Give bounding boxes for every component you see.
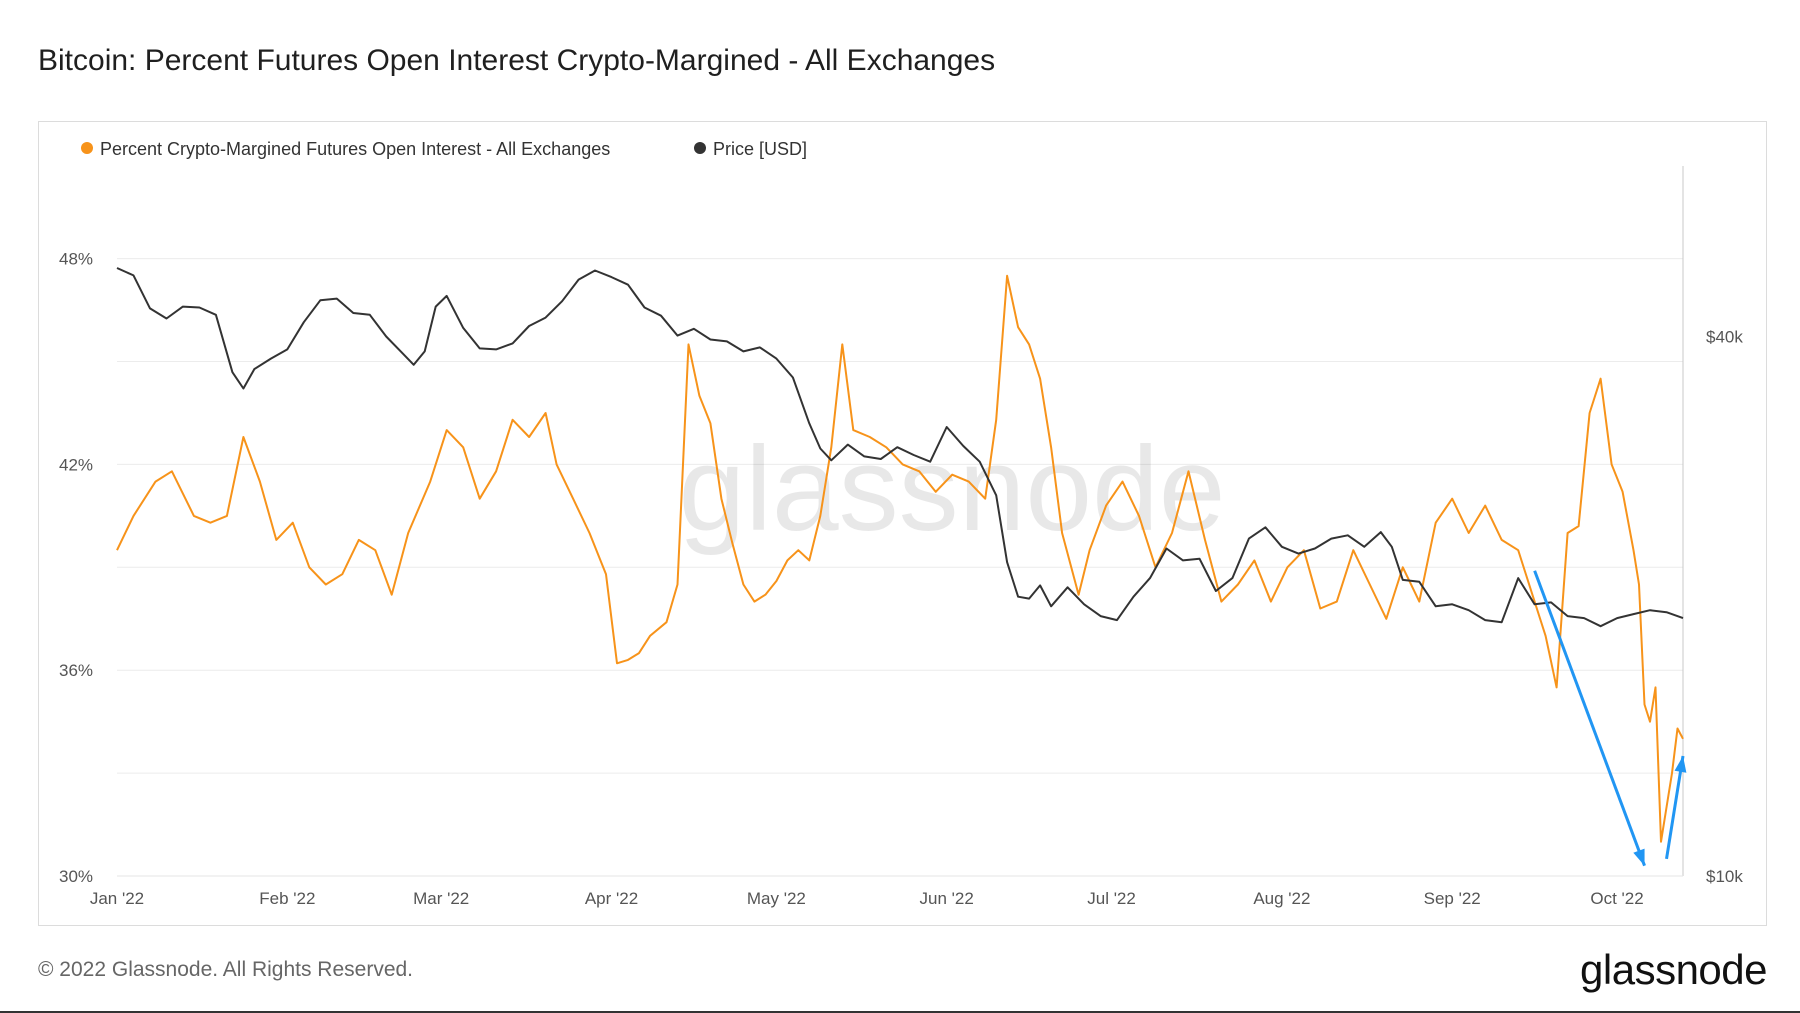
annotation-arrow-up <box>1665 755 1685 860</box>
series-line-percent-oi[interactable] <box>116 274 1684 843</box>
chart-frame <box>38 121 1767 926</box>
x-tick-label: Feb '22 <box>259 889 315 908</box>
glassnode-logo[interactable]: glassnode <box>1580 946 1767 993</box>
legend: Percent Crypto-Margined Futures Open Int… <box>81 139 807 159</box>
y-left-tick-label: 42% <box>59 455 93 474</box>
legend-marker-price <box>694 142 706 154</box>
page-title: Bitcoin: Percent Futures Open Interest C… <box>38 44 996 77</box>
legend-label-percent: Percent Crypto-Margined Futures Open Int… <box>100 139 610 159</box>
legend-item-price[interactable]: Price [USD] <box>694 139 807 159</box>
annotation-arrowhead-up <box>1674 755 1687 773</box>
grid-layer <box>117 166 1684 877</box>
legend-item-percent[interactable]: Percent Crypto-Margined Futures Open Int… <box>81 139 610 159</box>
bottom-divider <box>0 1011 1800 1013</box>
legend-marker-percent <box>81 142 93 154</box>
x-tick-label: May '22 <box>747 889 806 908</box>
y-left-tick-label: 48% <box>59 250 93 269</box>
y-left-tick-label: 30% <box>59 867 93 886</box>
x-tick-label: Mar '22 <box>413 889 469 908</box>
annotation-layer <box>1533 570 1687 867</box>
legend-label-price: Price [USD] <box>713 139 807 159</box>
axis-layer: 30% 36% 42% 48% $10k $40k Jan '22 Feb '22 Mar '2… <box>59 250 1743 908</box>
annotation-arrowhead-down <box>1633 848 1645 866</box>
footer-copyright: © 2022 Glassnode. All Rights Reserved. <box>38 958 414 981</box>
x-tick-label: Jan '22 <box>90 889 144 908</box>
series-layer <box>116 267 1684 843</box>
x-tick-label: Oct '22 <box>1590 889 1643 908</box>
x-tick-label: Apr '22 <box>585 889 638 908</box>
y-right-tick-label: $40k <box>1706 328 1743 347</box>
series-line-price[interactable] <box>116 267 1684 628</box>
x-tick-label: Jul '22 <box>1087 889 1136 908</box>
x-tick-label: Sep '22 <box>1424 889 1481 908</box>
watermark: glassnode <box>678 422 1225 556</box>
x-tick-label: Jun '22 <box>920 889 974 908</box>
y-right-tick-label: $10k <box>1706 867 1743 886</box>
y-left-tick-label: 36% <box>59 661 93 680</box>
x-tick-label: Aug '22 <box>1253 889 1310 908</box>
annotation-arrow-down <box>1533 570 1646 867</box>
